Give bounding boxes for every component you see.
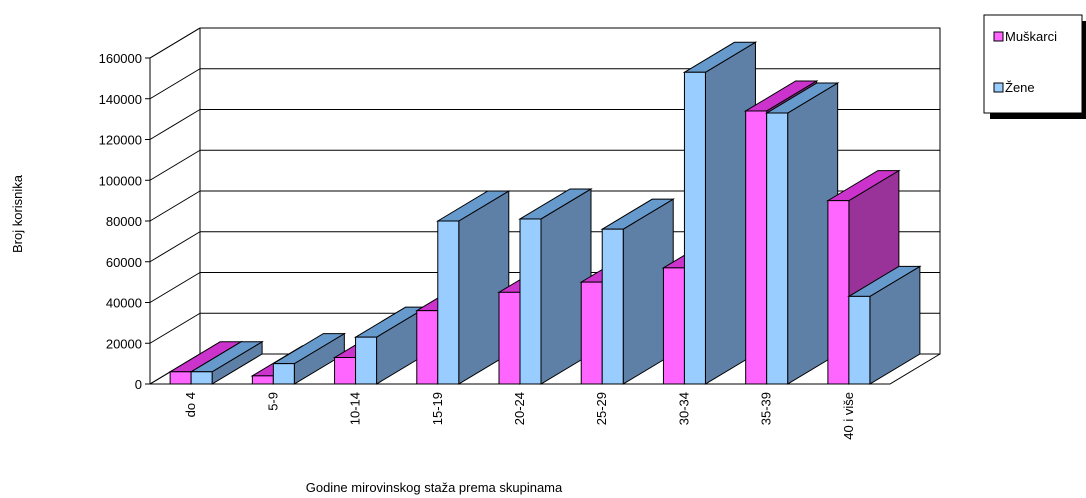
x-tick-label-25-29: 25-29 xyxy=(594,392,609,425)
y-tick-label: 160000 xyxy=(99,51,142,66)
x-tick-label-15-19: 15-19 xyxy=(430,392,445,425)
bar-zene-30-34 xyxy=(682,41,758,385)
gridline-side xyxy=(149,109,201,140)
bar-front xyxy=(601,228,624,385)
y-axis-title: Broj korisnika xyxy=(10,174,25,253)
bar-front xyxy=(580,281,603,385)
bars xyxy=(168,41,922,385)
bar-front xyxy=(251,375,274,385)
x-tick-label-do-4: do 4 xyxy=(183,392,198,417)
legend-label-muskarci: Muškarci xyxy=(1005,29,1057,44)
bar-front xyxy=(334,357,357,385)
gridline-side xyxy=(149,312,201,344)
y-tick-label: 60000 xyxy=(106,255,142,270)
bar-front xyxy=(662,267,685,385)
gridline-side xyxy=(149,231,201,263)
bar-front xyxy=(766,112,789,385)
bar-front xyxy=(848,295,871,385)
y-tick-label: 80000 xyxy=(106,214,142,229)
y-tick-label: 140000 xyxy=(99,92,142,107)
legend-box xyxy=(983,14,1083,114)
bar-front xyxy=(169,371,192,385)
bar-front xyxy=(416,310,439,385)
x-tick-label-40-i-vise: 40 i više xyxy=(841,392,856,440)
legend: Muškarci Žene xyxy=(983,14,1086,119)
y-tick-label: 100000 xyxy=(99,173,142,188)
x-tick-label-35-39: 35-39 xyxy=(759,392,774,425)
bar-front xyxy=(745,110,768,385)
y-tick-label: 40000 xyxy=(106,296,142,311)
x-tick-label-10-14: 10-14 xyxy=(348,392,363,425)
bar-front xyxy=(827,200,850,385)
bar-front xyxy=(272,363,295,385)
y-axis-ticks: 0 20000 40000 60000 80000 100000 120000 140000 1… xyxy=(99,51,150,392)
legend-swatch-zene xyxy=(993,82,1004,93)
x-tick-label-5-9: 5-9 xyxy=(265,392,280,411)
x-tick-label-20-24: 20-24 xyxy=(512,392,527,425)
bar-zene-35-39 xyxy=(764,82,840,385)
legend-swatch-muskarci xyxy=(993,31,1004,42)
bar-zene-5-9 xyxy=(271,332,347,385)
y-tick-label: 120000 xyxy=(99,133,142,148)
x-axis-ticks: do 4 5-9 10-14 15-19 20-24 25-29 30-34 35-39 40 … xyxy=(183,392,856,440)
x-tick-label-30-34: 30-34 xyxy=(676,392,691,425)
gridline-side xyxy=(149,272,201,303)
gridline-side xyxy=(149,68,201,100)
bar-zene-15-19 xyxy=(435,190,511,385)
gridline-side xyxy=(149,149,201,181)
gridline-side xyxy=(149,190,201,222)
bar-front xyxy=(498,291,521,385)
bar-zene-do-4 xyxy=(189,340,264,385)
bar-zene-25-29 xyxy=(600,198,676,385)
x-axis-title: Godine mirovinskog staža prema skupinama xyxy=(306,480,563,495)
legend-label-zene: Žene xyxy=(1005,80,1035,95)
bar-zene-10-14 xyxy=(353,306,429,385)
bar-front xyxy=(683,71,706,385)
bar-front xyxy=(190,371,213,385)
bar-zene-40-i-vise xyxy=(847,265,922,385)
bar-front xyxy=(355,336,378,385)
bar-front xyxy=(519,218,542,385)
y-tick-label: 20000 xyxy=(106,336,142,351)
y-tick-label: 0 xyxy=(135,377,142,392)
gridline-side xyxy=(149,27,201,59)
bar-zene-20-24 xyxy=(518,188,593,385)
bar-front xyxy=(437,220,460,385)
